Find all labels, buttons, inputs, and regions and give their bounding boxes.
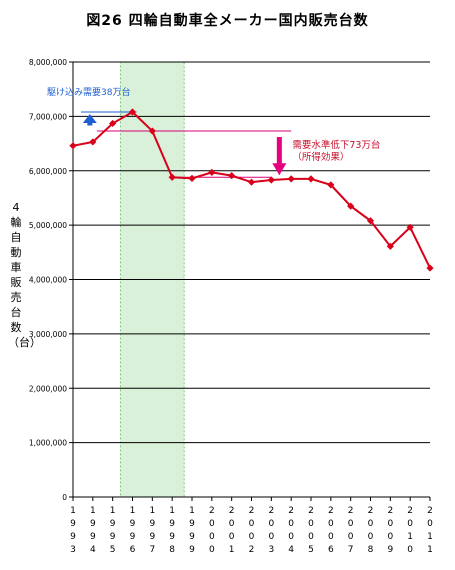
data-point [128, 108, 137, 116]
data-point [327, 181, 335, 189]
y-tick-label: 2,000,000 [29, 384, 67, 393]
data-point [347, 202, 355, 210]
data-point [247, 178, 256, 186]
data-point [386, 242, 394, 250]
y-tick-label: 0 [62, 493, 67, 502]
annotation-surge: 駆け込み需要38万台 [47, 86, 130, 98]
data-point [307, 175, 315, 183]
data-point [366, 217, 375, 225]
down-arrow-icon [272, 137, 287, 176]
annotation-drop: 需要水準低下73万台 [292, 139, 380, 151]
data-point [148, 127, 156, 135]
y-tick-label: 5,000,000 [29, 221, 67, 230]
y-tick-label: 6,000,000 [29, 167, 67, 176]
y-tick-label: 4,000,000 [29, 276, 67, 285]
chart-title: 図26 四輪自動車全メーカー国内販売台数 [86, 13, 369, 29]
y-tick-label: 7,000,000 [29, 112, 67, 121]
annotation-income-effect: （所得効果） [292, 151, 349, 163]
data-point [109, 119, 117, 128]
data-point [89, 138, 97, 146]
data-point [168, 173, 176, 181]
y-tick-label: 1,000,000 [29, 439, 67, 448]
y-tick-label: 8,000,000 [29, 58, 67, 67]
data-point [208, 168, 216, 176]
data-point [228, 172, 236, 180]
data-point [69, 142, 77, 150]
data-point [287, 175, 295, 183]
data-point [406, 223, 414, 231]
y-tick-label: 3,000,000 [29, 330, 67, 339]
data-point [267, 176, 275, 184]
up-arrow-icon [82, 114, 97, 126]
data-point [188, 174, 196, 182]
data-point [426, 264, 434, 272]
